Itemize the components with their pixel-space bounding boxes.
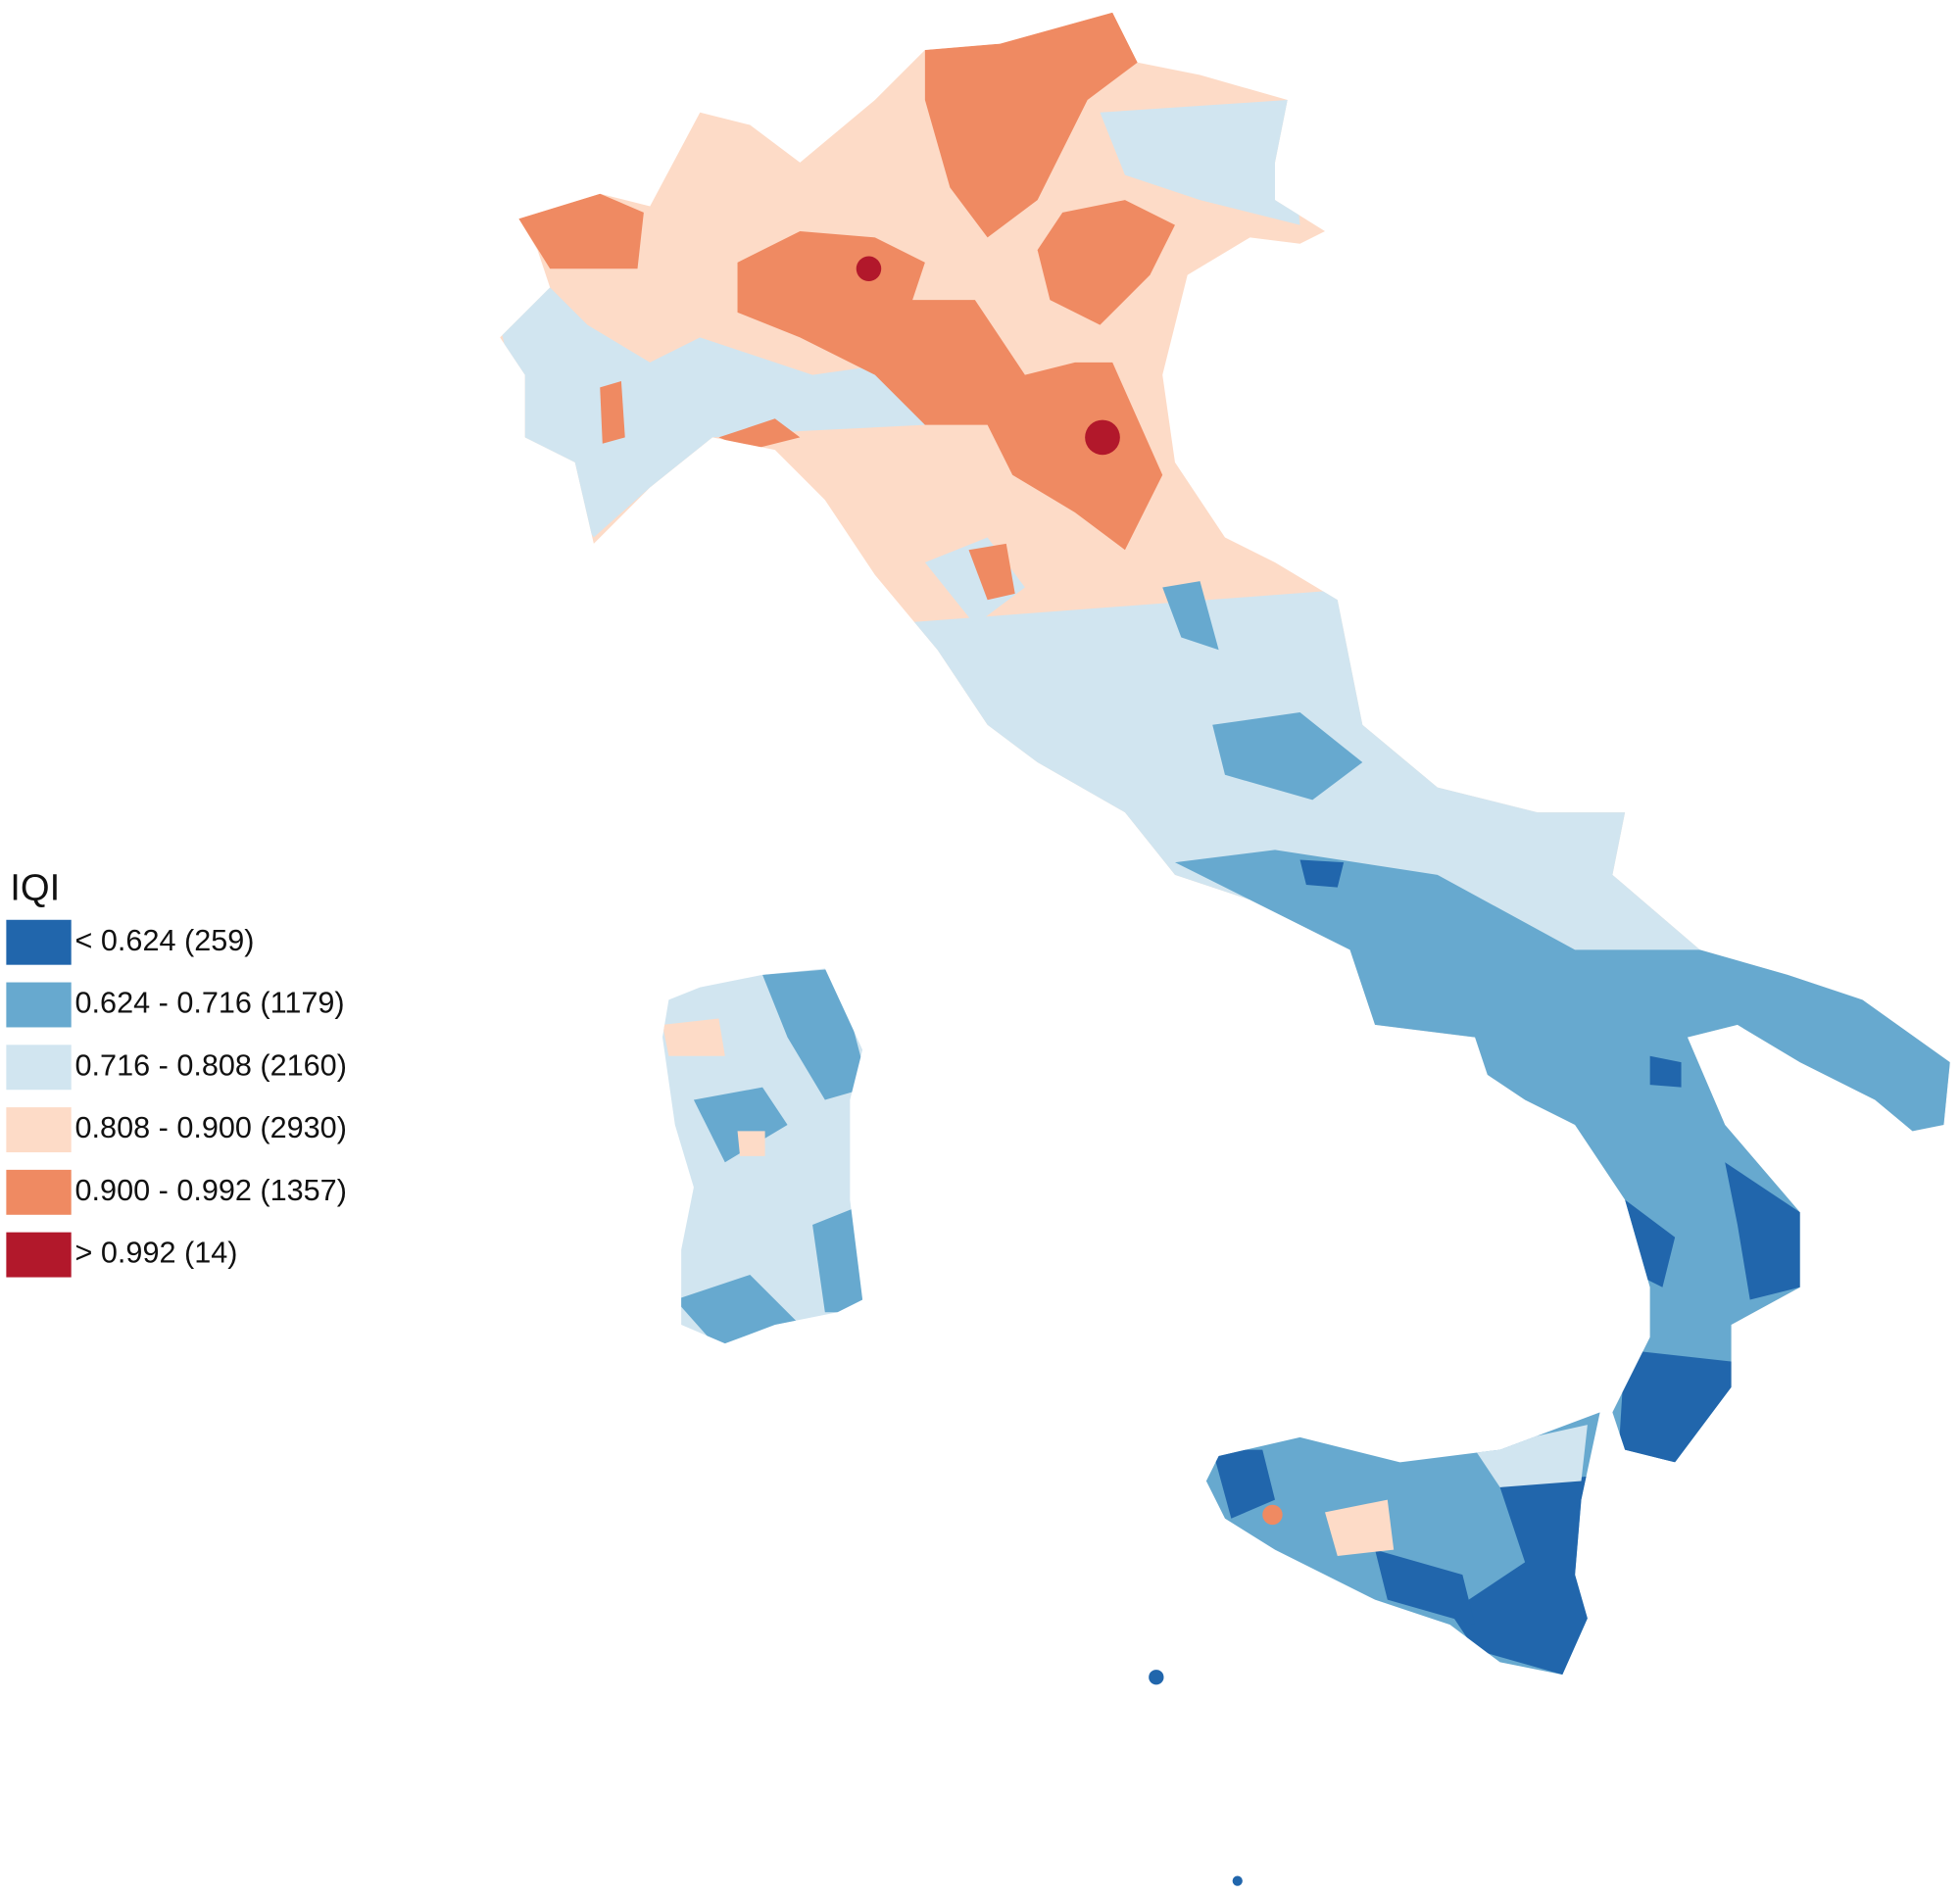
legend-title: IQI xyxy=(10,866,60,908)
legend-swatch xyxy=(6,982,72,1028)
legend-swatch xyxy=(6,1045,72,1091)
legend-label: < 0.624 (259) xyxy=(75,924,255,957)
map-layer: IQI < 0.624 (259) 0.624 - 0.716 (1179) 0.71… xyxy=(6,12,1950,1886)
sardinia xyxy=(662,968,863,1344)
sicily xyxy=(1205,1412,1600,1676)
legend-label: > 0.992 (14) xyxy=(75,1237,238,1270)
legend-label: 0.624 - 0.716 (1179) xyxy=(75,987,345,1020)
legend-label: 0.900 - 0.992 (1357) xyxy=(75,1174,347,1207)
legend-swatch xyxy=(6,1169,72,1215)
legend: IQI < 0.624 (259) 0.624 - 0.716 (1179) 0.71… xyxy=(6,866,347,1278)
legend-swatch xyxy=(6,919,72,965)
legend-label: 0.716 - 0.808 (2160) xyxy=(75,1048,347,1082)
legend-swatch xyxy=(6,1232,72,1278)
legend-label: 0.808 - 0.900 (2930) xyxy=(75,1111,347,1144)
legend-swatch xyxy=(6,1107,72,1153)
